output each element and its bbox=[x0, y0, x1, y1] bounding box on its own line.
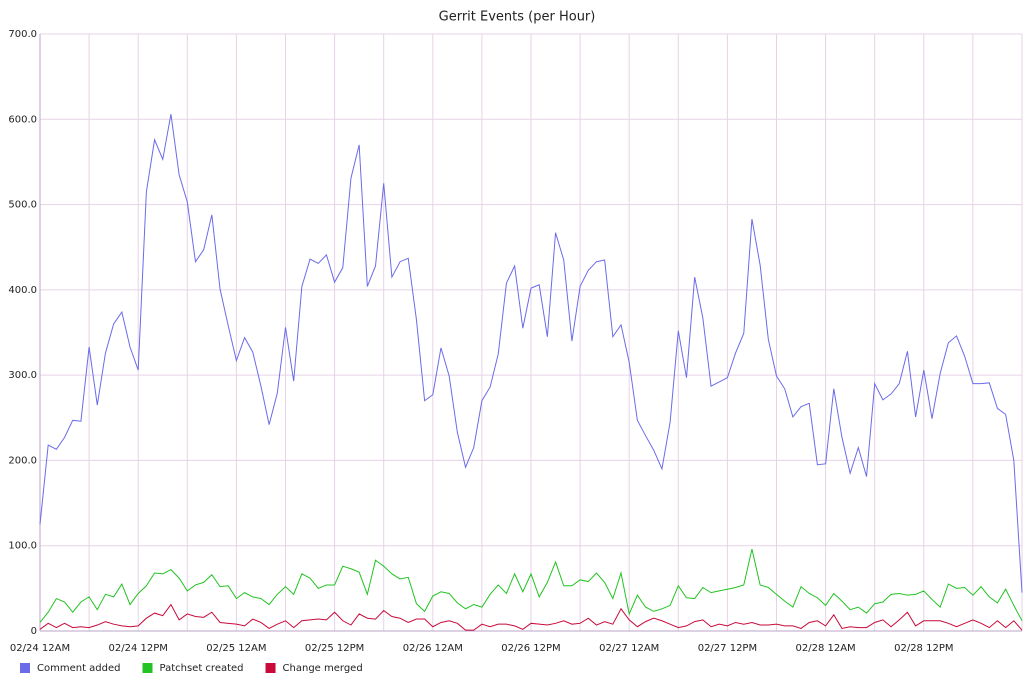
legend-label: Change merged bbox=[283, 663, 363, 674]
legend-label: Comment added bbox=[37, 663, 121, 674]
x-tick-label: 02/25 12PM bbox=[305, 643, 364, 654]
chart-title: Gerrit Events (per Hour) bbox=[439, 10, 596, 25]
x-tick-label: 02/24 12PM bbox=[109, 643, 168, 654]
x-tick-label: 02/27 12PM bbox=[698, 643, 757, 654]
legend-swatch bbox=[265, 663, 276, 673]
series-line bbox=[39, 603, 1023, 631]
x-tick-label: 02/28 12PM bbox=[894, 643, 953, 654]
y-tick-label: 100.0 bbox=[8, 541, 37, 552]
y-tick-label: 500.0 bbox=[8, 200, 37, 211]
x-tick-label: 02/25 12AM bbox=[206, 643, 266, 654]
y-tick-label: 600.0 bbox=[8, 114, 37, 125]
x-tick-label: 02/26 12AM bbox=[403, 643, 463, 654]
series-line bbox=[39, 114, 1023, 593]
y-tick-label: 0 bbox=[31, 626, 37, 637]
legend-swatch bbox=[142, 663, 153, 673]
y-tick-label: 300.0 bbox=[8, 370, 37, 381]
y-tick-label: 200.0 bbox=[8, 455, 37, 466]
x-tick-label: 02/24 12AM bbox=[10, 643, 70, 654]
series-line bbox=[39, 549, 1023, 623]
y-tick-label: 400.0 bbox=[8, 285, 37, 296]
y-tick-label: 700.0 bbox=[8, 29, 37, 40]
x-tick-label: 02/28 12AM bbox=[795, 643, 855, 654]
x-tick-label: 02/26 12PM bbox=[501, 643, 560, 654]
legend-label: Patchset created bbox=[160, 663, 244, 674]
legend-swatch bbox=[20, 663, 30, 673]
x-tick-label: 02/27 12AM bbox=[599, 643, 659, 654]
